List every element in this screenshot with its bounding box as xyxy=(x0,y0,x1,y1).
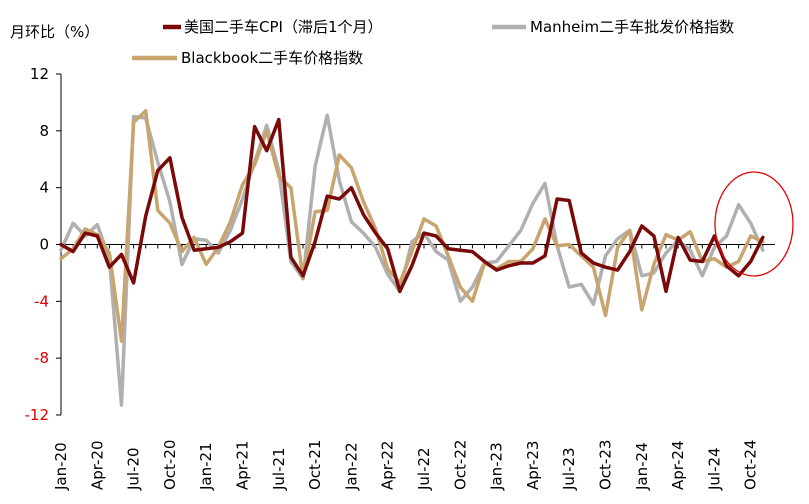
x-tick-label: Jul-21 xyxy=(270,447,288,491)
x-tick-label: Jul-23 xyxy=(560,447,578,491)
x-tick-label: Jan-22 xyxy=(342,442,360,491)
x-tick-label: Oct-23 xyxy=(597,440,615,490)
x-tick-label: Apr-24 xyxy=(669,441,687,491)
x-tick-label: Oct-21 xyxy=(306,440,324,490)
legend-label-manheim: Manheim二手车批发价格指数 xyxy=(530,18,734,36)
legend: 美国二手车CPI（滞后1个月） Manheim二手车批发价格指数 Blackbo… xyxy=(132,18,734,67)
y-tick-label: 8 xyxy=(39,122,49,140)
series-group xyxy=(59,109,765,407)
highlight-circle xyxy=(714,171,794,277)
x-tick-label: Oct-22 xyxy=(451,440,469,490)
x-tick-label: Jan-23 xyxy=(488,442,506,491)
y-axis: 12 8 4 0 -4 -8 -12 xyxy=(25,65,62,424)
x-tick-label: Apr-20 xyxy=(88,441,106,491)
x-tick-label: Jan-20 xyxy=(52,442,70,491)
y-tick-label: -4 xyxy=(34,292,49,310)
x-tick-label: Jan-24 xyxy=(633,442,651,491)
y-tick-label: -12 xyxy=(25,406,50,424)
x-tick-label: Jul-20 xyxy=(125,447,143,491)
x-tick-label: Apr-21 xyxy=(234,441,252,491)
x-tick-label: Jul-22 xyxy=(415,447,433,491)
y-tick-label: 0 xyxy=(39,236,49,254)
y-tick-label: 4 xyxy=(39,179,49,197)
legend-label-cpi: 美国二手车CPI（滞后1个月） xyxy=(184,18,383,36)
y-axis-unit-label: 月环比（%） xyxy=(10,23,99,41)
y-tick-label: -8 xyxy=(34,349,49,367)
x-tick-label: Jan-21 xyxy=(197,442,215,491)
x-tick-label: Oct-24 xyxy=(742,440,760,490)
x-tick-label: Jul-24 xyxy=(705,447,723,491)
x-tick-label: Apr-23 xyxy=(524,441,542,491)
x-tick-label: Oct-20 xyxy=(161,440,179,490)
series-blackbook-line xyxy=(59,109,765,343)
x-tick-label: Apr-22 xyxy=(379,441,397,491)
legend-label-blackbook: Blackbook二手车价格指数 xyxy=(181,49,363,67)
series-cpi-line xyxy=(59,117,765,294)
y-tick-label: 12 xyxy=(30,65,49,83)
